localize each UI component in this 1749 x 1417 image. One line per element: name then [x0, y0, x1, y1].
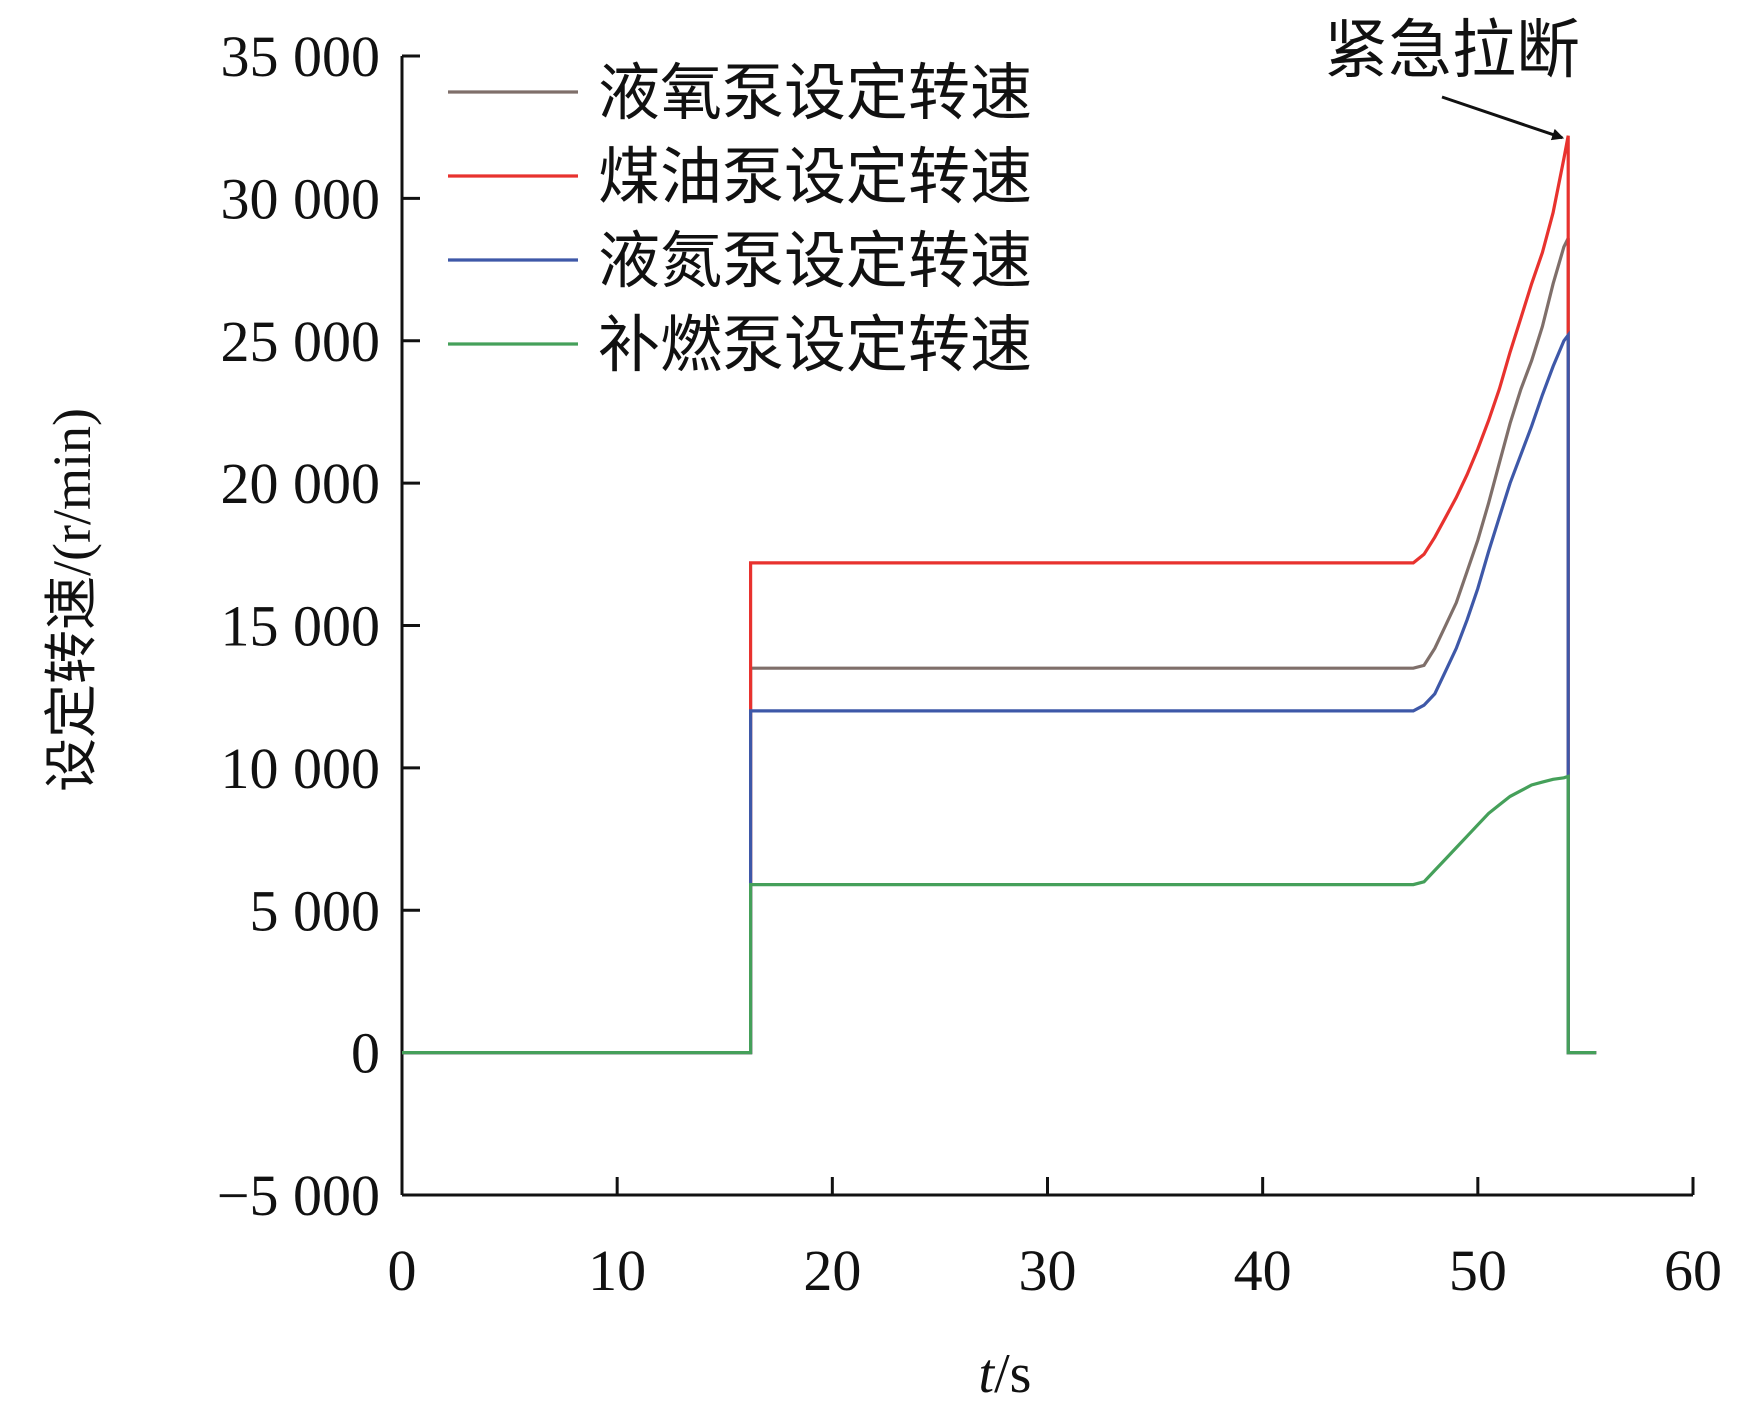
y-tick-label: 25 000: [221, 309, 381, 374]
x-axis-label: t/s: [979, 1343, 1032, 1405]
annotation-label: 紧急拉断: [1324, 14, 1580, 88]
x-tick-label: 20: [803, 1238, 861, 1303]
y-axis-label: 设定转速/(r/min): [42, 408, 102, 792]
y-tick-label: 5 000: [250, 878, 381, 943]
x-axis: 0 10 20 30 40 50 60: [388, 1177, 1722, 1303]
x-tick-label: 30: [1019, 1238, 1077, 1303]
y-tick-label: 0: [351, 1021, 380, 1086]
x-tick-label: 50: [1449, 1238, 1507, 1303]
annotation: 紧急拉断: [1324, 14, 1580, 141]
series-line-2: [402, 135, 1597, 1055]
x-axis-label-unit: /s: [994, 1343, 1031, 1405]
annotation-arrow: [1441, 95, 1565, 141]
y-tick-label: 35 000: [221, 24, 381, 89]
y-axis: −5 000 0 5 000 10 000 15 000 20 000 25 000 30 0…: [217, 24, 420, 1228]
series-group: [402, 135, 1597, 1055]
y-tick-label: 30 000: [221, 166, 381, 231]
x-axis-label-italic: t: [979, 1343, 996, 1405]
y-tick-label: 20 000: [221, 451, 381, 516]
series-line-3: [402, 330, 1597, 1055]
series-line-1: [402, 237, 1597, 1055]
legend-label-1: 液氧泵设定转速: [598, 56, 1032, 129]
x-tick-label: 60: [1664, 1238, 1722, 1303]
legend-label-3: 液氮泵设定转速: [598, 224, 1032, 297]
legend-label-2: 煤油泵设定转速: [598, 140, 1032, 213]
x-tick-label: 0: [388, 1238, 417, 1303]
x-tick-label: 40: [1234, 1238, 1292, 1303]
series-line-4: [402, 774, 1597, 1055]
y-tick-label: 10 000: [221, 736, 381, 801]
y-tick-label: 15 000: [221, 594, 381, 659]
y-tick-label: −5 000: [217, 1163, 380, 1228]
legend-label-4: 补燃泵设定转速: [598, 308, 1032, 381]
x-tick-label: 10: [588, 1238, 646, 1303]
